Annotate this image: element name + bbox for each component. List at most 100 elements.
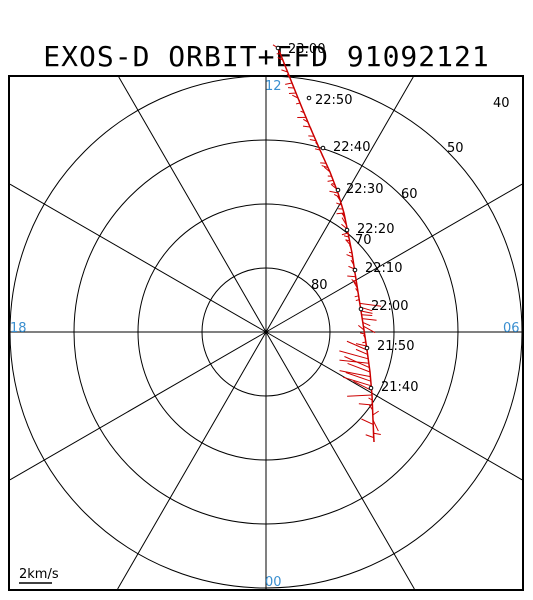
- time-marker: [358, 306, 364, 312]
- field-vector: [350, 259, 355, 266]
- field-vector: [362, 341, 366, 344]
- field-vector: [344, 356, 370, 369]
- time-label-2150: 21:50: [377, 339, 414, 354]
- field-vector: [353, 380, 372, 391]
- field-vector: [347, 394, 373, 397]
- field-vector: [363, 334, 366, 339]
- time-marker: [306, 95, 312, 101]
- field-vector: [321, 154, 325, 160]
- field-vector: [303, 118, 309, 123]
- field-vector: [277, 56, 284, 61]
- meridian-line: [265, 331, 415, 590]
- field-vector: [353, 281, 358, 289]
- field-vector: [314, 148, 321, 151]
- field-vector: [347, 362, 371, 373]
- field-vector: [320, 151, 323, 155]
- time-label-2140: 21:40: [381, 380, 418, 395]
- field-vector: [283, 62, 286, 67]
- field-vector: [339, 350, 369, 360]
- field-vector: [286, 73, 291, 79]
- field-vector: [362, 321, 371, 327]
- time-label-2210: 22:10: [365, 261, 402, 276]
- field-vector: [355, 348, 368, 355]
- latitude-label-60: 60: [401, 187, 418, 202]
- field-vector: [359, 302, 382, 307]
- field-vector: [361, 418, 374, 425]
- meridian-line: [265, 331, 523, 481]
- field-vector: [298, 99, 303, 108]
- field-vector: [351, 278, 358, 285]
- field-vector: [329, 190, 339, 194]
- time-marker: [344, 227, 350, 233]
- field-vector: [331, 183, 335, 186]
- field-vector: [347, 275, 356, 278]
- field-vector: [360, 310, 373, 314]
- field-vector: [362, 318, 377, 321]
- field-vector: [323, 166, 331, 173]
- time-label-2250: 22:50: [315, 93, 352, 108]
- field-vector: [341, 232, 349, 236]
- meridian-line: [9, 331, 267, 481]
- meridian-line: [265, 183, 523, 333]
- latitude-label-40: 40: [493, 96, 510, 111]
- time-marker: [320, 145, 326, 151]
- field-vector: [355, 299, 360, 302]
- field-vector: [310, 127, 313, 132]
- meridian-line: [9, 183, 267, 333]
- field-vector: [285, 82, 293, 85]
- time-marker: [335, 187, 341, 193]
- time-label-2200: 22:00: [371, 299, 408, 314]
- field-vector: [348, 251, 353, 254]
- field-vector: [330, 183, 337, 190]
- field-vector: [300, 110, 305, 114]
- field-vector: [333, 194, 340, 198]
- latitude-label-50: 50: [447, 141, 464, 156]
- field-vector: [346, 254, 353, 258]
- meridian-line: [118, 76, 267, 333]
- field-vector: [372, 419, 379, 432]
- field-vector: [363, 325, 376, 334]
- field-vector: [302, 125, 311, 128]
- scale-label: 2km/s: [19, 567, 59, 582]
- time-label-2240: 22:40: [333, 140, 370, 155]
- field-vector: [342, 213, 347, 222]
- time-marker: [352, 267, 358, 273]
- orbit-track: [272, 44, 382, 443]
- field-vector: [336, 202, 342, 206]
- field-vector: [341, 217, 347, 226]
- time-marker: [275, 45, 281, 51]
- field-vector: [346, 340, 368, 351]
- time-label-2300: 23:00: [288, 42, 325, 57]
- latitude-label-70: 70: [355, 233, 372, 248]
- meridian-line: [117, 331, 267, 590]
- field-vector: [355, 343, 367, 347]
- field-vector: [351, 257, 354, 262]
- field-vector: [339, 359, 369, 364]
- field-vector: [281, 69, 288, 73]
- field-vector: [345, 372, 371, 382]
- polar-grid: [9, 75, 523, 590]
- field-vector: [336, 212, 345, 215]
- time-label-2230: 22:30: [346, 182, 383, 197]
- hour-label-00: 00: [265, 575, 282, 590]
- field-vector: [360, 332, 365, 335]
- field-vector: [336, 195, 341, 202]
- field-vector: [321, 165, 329, 169]
- field-vector: [365, 434, 374, 439]
- field-vector: [373, 432, 381, 435]
- field-vector: [358, 403, 373, 406]
- field-vector: [368, 404, 374, 411]
- field-vector: [327, 179, 334, 182]
- field-vector: [309, 139, 317, 142]
- field-vector: [339, 370, 371, 378]
- page-title: EXOS-D ORBIT+EFD 91092121: [43, 40, 490, 73]
- field-vector: [295, 102, 301, 105]
- field-vector: [315, 142, 319, 146]
- hour-label-12: 12: [265, 79, 282, 94]
- field-vector: [358, 324, 365, 331]
- field-vector: [354, 295, 359, 298]
- field-vector: [345, 239, 351, 246]
- field-vector: [372, 410, 379, 416]
- latitude-label-80: 80: [311, 278, 328, 293]
